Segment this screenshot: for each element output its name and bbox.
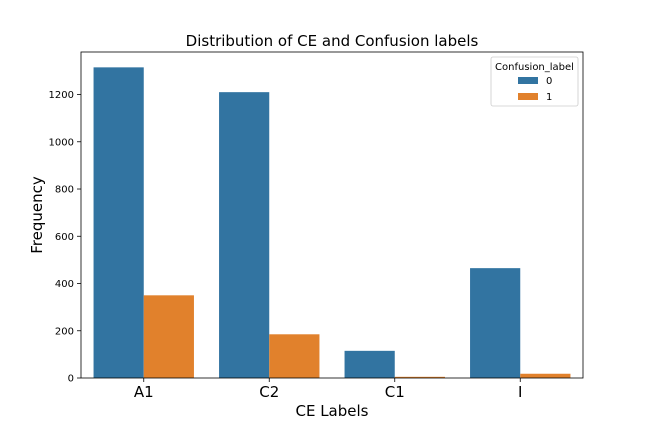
y-axis-title: Frequency [28, 176, 46, 254]
legend-label-1: 1 [546, 92, 552, 103]
y-tick-label: 0 [68, 374, 74, 385]
y-axis: 0 200 400 600 800 1000 1200 [49, 90, 81, 385]
y-tick-label: 1200 [49, 90, 74, 101]
bar-i-label-0 [470, 268, 521, 378]
chart-title: Distribution of CE and Confusion labels [186, 32, 479, 50]
legend-title: Confusion_label [495, 62, 574, 73]
plot-area-frame [80, 51, 584, 379]
x-tick-label-c1: C1 [385, 383, 405, 401]
x-tick-label-i: I [518, 383, 522, 401]
y-tick-label: 800 [55, 185, 74, 196]
bars-layer [93, 67, 571, 378]
bar-i-label-1 [520, 373, 571, 378]
bar-c2-label-0 [219, 92, 270, 378]
legend-swatch-1 [518, 93, 538, 100]
bar-c2-label-1 [269, 334, 320, 378]
y-tick-label: 200 [55, 326, 74, 337]
legend: Confusion_label 0 1 [490, 56, 579, 107]
bar-c1-label-0 [344, 350, 395, 378]
bar-a1-label-0 [93, 67, 144, 378]
bar-c1-label-1 [394, 376, 445, 378]
x-tick-label-a1: A1 [134, 383, 154, 401]
bar-a1-label-1 [143, 295, 194, 378]
y-tick-label: 600 [55, 232, 74, 243]
x-tick-label-c2: C2 [259, 383, 279, 401]
y-tick-label: 1000 [49, 137, 74, 148]
x-axis: A1 C2 C1 I [134, 378, 522, 401]
x-axis-title: CE Labels [295, 402, 368, 420]
legend-label-0: 0 [546, 76, 552, 87]
y-tick-label: 400 [55, 279, 74, 290]
legend-swatch-0 [518, 77, 538, 84]
